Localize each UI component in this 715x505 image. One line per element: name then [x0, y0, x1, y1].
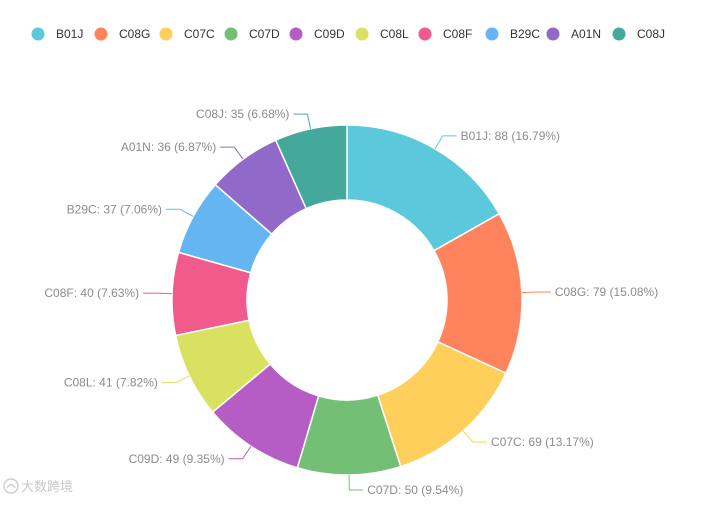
slice-label-b29c: B29C: 37 (7.06%) — [67, 202, 162, 216]
legend-label-c07c[interactable]: C07C — [184, 27, 215, 41]
legend-swatch-c08l[interactable] — [355, 27, 369, 41]
watermark: 大数跨境 — [3, 478, 73, 494]
legend-label-c08l[interactable]: C08L — [380, 27, 409, 41]
leader-line-c08l — [161, 375, 190, 384]
leader-line-b29c — [166, 208, 194, 217]
leader-line-c08g — [521, 291, 551, 294]
leader-line-c07c — [462, 430, 488, 443]
legend-swatch-c08j[interactable] — [612, 27, 626, 41]
slice-label-c08l: C08L: 41 (7.82%) — [64, 376, 158, 390]
legend-swatch-c08f[interactable] — [418, 27, 432, 41]
legend-swatch-c07c[interactable] — [159, 27, 173, 41]
slice-label-c08g: C08G: 79 (15.08%) — [555, 285, 658, 299]
legend-label-c08g[interactable]: C08G — [119, 27, 150, 41]
leader-line-a01n — [220, 146, 244, 160]
legend-label-c08f[interactable]: C08F — [443, 27, 472, 41]
legend-swatch-c07d[interactable] — [224, 27, 238, 41]
legend-label-b29c[interactable]: B29C — [510, 27, 540, 41]
legend-swatch-c08g[interactable] — [94, 27, 108, 41]
leader-line-c08j — [293, 113, 312, 129]
slice-label-c08f: C08F: 40 (7.63%) — [44, 286, 139, 300]
watermark-text: 大数跨境 — [21, 479, 73, 494]
legend-swatch-c09d[interactable] — [289, 27, 303, 41]
slice-labels: B01J: 88 (16.79%) C08G: 79 (15.08%) C07C: … — [44, 107, 658, 497]
donut-slices — [171, 124, 523, 476]
slice-label-a01n: A01N: 36 (6.87%) — [121, 140, 216, 154]
legend-label-c08j[interactable]: C08J — [637, 27, 665, 41]
slice-label-c07c: C07C: 69 (13.17%) — [491, 435, 594, 449]
leader-line-c07d — [348, 474, 364, 491]
legend-swatch-b29c[interactable] — [485, 27, 499, 41]
slice-label-c07d: C07D: 50 (9.54%) — [367, 483, 463, 497]
slice-label-c08j: C08J: 35 (6.68%) — [196, 107, 289, 121]
slice-label-b01j: B01J: 88 (16.79%) — [461, 129, 560, 143]
leader-line-c08f — [143, 292, 173, 295]
slice-label-c09d: C09D: 49 (9.35%) — [129, 452, 225, 466]
legend: B01J C08G C07C C07D C09D C08L C08F B29C A01N C08J — [31, 27, 665, 41]
legend-label-b01j[interactable]: B01J — [56, 27, 83, 41]
legend-swatch-b01j[interactable] — [31, 27, 45, 41]
legend-label-c09d[interactable]: C09D — [314, 27, 345, 41]
slice-c08j[interactable] — [274, 124, 348, 210]
legend-label-c07d[interactable]: C07D — [249, 27, 280, 41]
leader-line-b01j — [434, 135, 457, 150]
legend-swatch-a01n[interactable] — [546, 27, 560, 41]
watermark-logo-icon — [3, 478, 19, 494]
legend-label-a01n[interactable]: A01N — [571, 27, 601, 41]
leader-line-c09d — [228, 445, 252, 460]
